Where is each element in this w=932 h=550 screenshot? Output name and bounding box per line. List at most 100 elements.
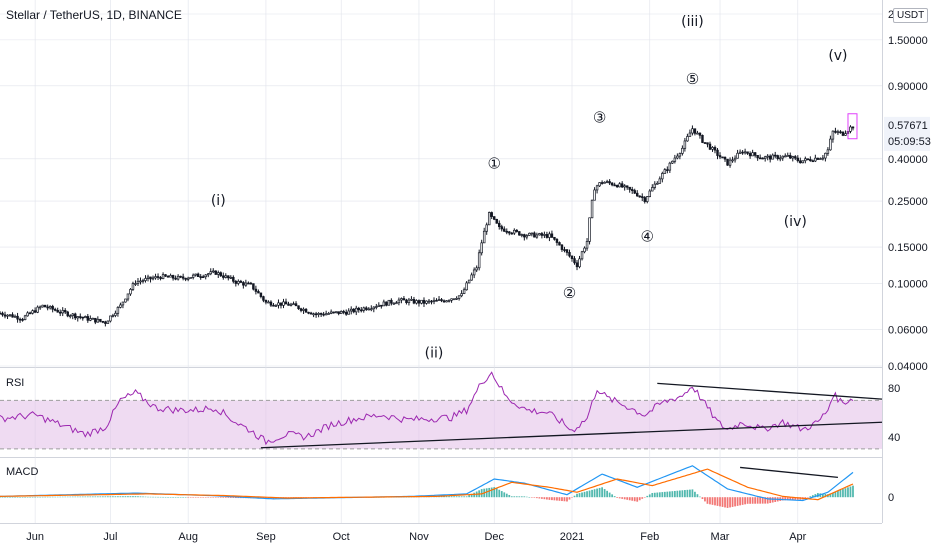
macd-histogram-bar [721,497,724,507]
macd-histogram-bar [104,496,107,498]
symbol-title[interactable]: Stellar / TetherUS, 1D, BINANCE [6,8,182,22]
macd-histogram-bar [781,497,784,501]
wave-label: (v) [828,48,847,64]
candle-body [415,300,418,304]
candle-body [743,151,747,154]
candle-body [713,147,717,151]
candle-body [337,311,340,314]
macd-histogram-bar [460,496,463,498]
macd-histogram-bar [473,492,476,498]
candle-body [169,275,172,278]
macd-histogram-bar [465,496,468,498]
macd-histogram-bar [184,497,187,498]
candle-body [450,298,453,301]
currency-button[interactable]: USDT [893,8,929,23]
macd-histogram-bar [699,496,701,498]
candle-body [623,185,626,188]
macd-histogram-bar [839,489,842,498]
macd-histogram-bar [729,497,731,508]
macd-histogram-bar [530,497,533,498]
candle-body [794,156,797,159]
wave-label: (i) [211,193,226,209]
price-badge [884,116,930,151]
candle-body [252,283,255,290]
macd-histogram-bar [616,497,619,498]
macd-histogram-bar [571,497,573,498]
rsi-pane-label[interactable]: RSI [6,377,25,389]
candle-body [219,272,223,277]
candle-body [821,157,825,160]
rsi-tick-label: 80 [888,383,900,395]
macd-histogram-bar [701,497,704,500]
macd-histogram-bar [36,496,39,498]
macd-histogram-bar [197,497,200,498]
macd-histogram-bar [192,497,195,498]
candle-body [548,233,551,238]
candle-body [545,234,549,238]
candle-body [299,308,303,311]
candle-body [538,233,541,236]
macd-histogram-bar [794,497,797,500]
macd-histogram-bar [179,497,182,498]
candle-body [199,276,202,278]
candle-body [851,126,855,129]
candle-body [201,276,205,279]
macd-histogram-bar [546,497,548,500]
candle-body [365,307,368,310]
macd-pane-label[interactable]: MACD [6,466,39,478]
candle-body [653,183,657,188]
macd-histogram-bar [520,496,523,498]
candle-body [355,307,358,313]
candle-body [26,312,29,317]
macd-histogram-bar [445,496,448,498]
macd-histogram-bar [91,496,94,498]
macd-histogram-bar [541,497,543,499]
macd-histogram-bar [636,497,639,502]
macd-histogram-bar [784,497,787,501]
candle-body [598,182,601,187]
candle-body [440,299,443,302]
candle-body [392,302,396,305]
last-price-label: 0.57671 [888,120,928,132]
candle-body [503,228,506,232]
macd-histogram-bar [9,497,11,498]
price-tick-label: 2 [888,9,894,21]
macd-histogram-bar [581,492,583,498]
macd-histogram-bar [503,492,506,498]
candle-body [314,313,318,316]
macd-histogram-bar [1,497,4,498]
candle-body [630,189,634,191]
candle-body [161,274,165,280]
candle-body [28,312,32,315]
macd-histogram-bar [847,487,849,498]
candle-body [89,318,92,321]
macd-histogram-bar [746,497,749,504]
macd-histogram-bar [144,496,147,498]
macd-histogram-bar [44,496,47,498]
macd-histogram-bar [189,497,192,498]
macd-histogram-bar [711,497,714,505]
candle-body [814,157,817,162]
macd-histogram-bar [538,497,541,499]
candle-body [811,160,815,163]
candle-body [658,178,662,184]
macd-histogram-bar [726,497,729,508]
macd-histogram-bar [809,496,812,498]
candle-body [555,238,559,243]
macd-histogram-bar [751,497,754,504]
x-tick-label: Oct [333,531,350,543]
candle-body [513,229,516,234]
candle-body [327,313,330,315]
candle-body [666,169,669,172]
x-tick-label: Aug [178,531,198,543]
x-tick-label: Feb [640,531,659,543]
price-tick-label: 0.25000 [888,196,928,208]
macd-histogram-bar [94,496,97,498]
candle-body [259,292,263,297]
macd-histogram-bar [137,496,139,498]
candle-body [472,269,476,276]
candle-body [758,157,762,160]
candle-body [18,318,22,321]
macd-histogram-bar [19,497,21,498]
